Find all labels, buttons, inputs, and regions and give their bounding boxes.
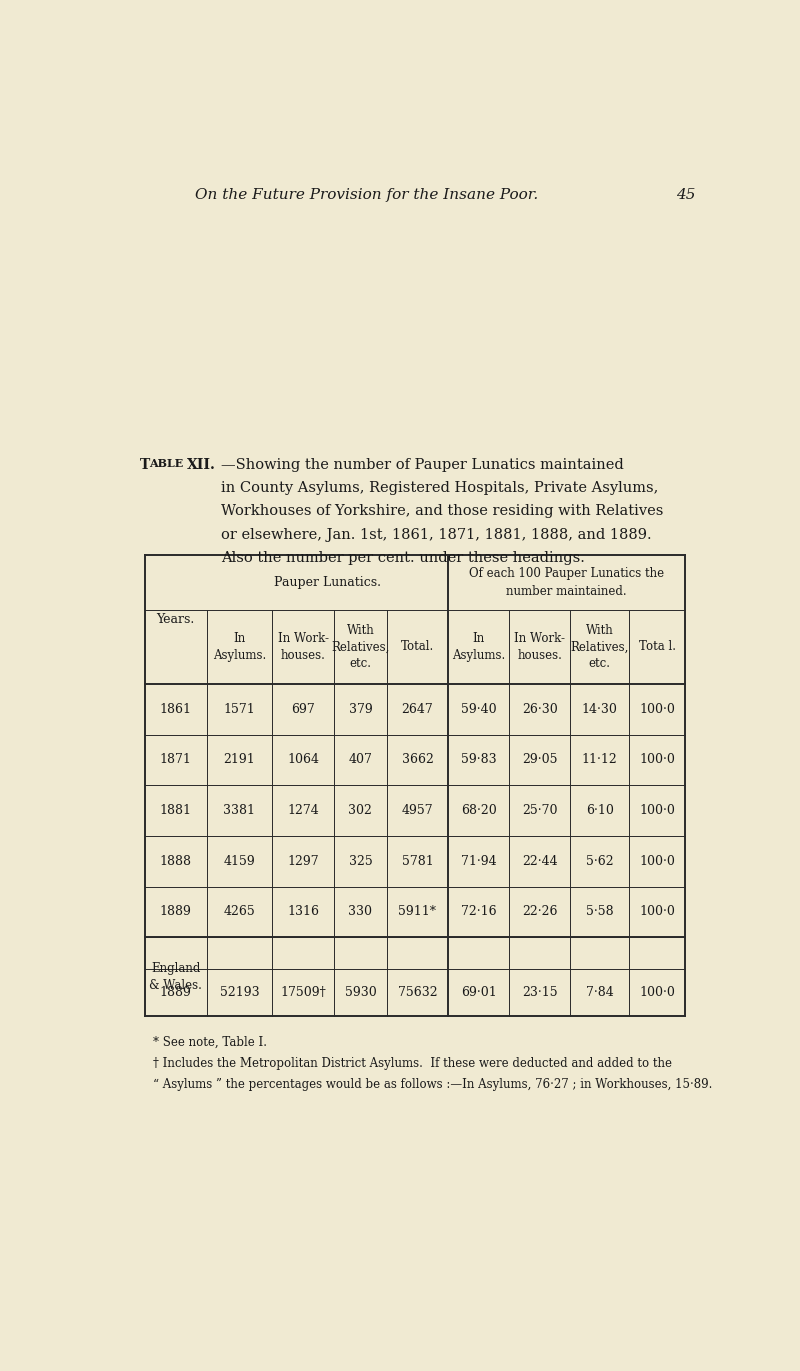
- Text: 1274: 1274: [287, 803, 319, 817]
- Text: 17509†: 17509†: [280, 986, 326, 999]
- Text: With
Relatives,
etc.: With Relatives, etc.: [331, 624, 390, 670]
- Text: 3381: 3381: [223, 803, 255, 817]
- Text: “ Asylums ” the percentages would be as follows :—In Asylums, 76·27 ; in Workhou: “ Asylums ” the percentages would be as …: [153, 1078, 712, 1091]
- Text: 1064: 1064: [287, 754, 319, 766]
- Text: 26·30: 26·30: [522, 703, 558, 716]
- Text: 68·20: 68·20: [461, 803, 496, 817]
- Text: * See note, Table I.: * See note, Table I.: [153, 1035, 266, 1049]
- Text: 100·0: 100·0: [639, 905, 675, 919]
- Text: ABLE: ABLE: [149, 458, 183, 469]
- Text: Tota l.: Tota l.: [639, 640, 676, 654]
- Text: In
Asylums.: In Asylums.: [213, 632, 266, 662]
- Text: 1888: 1888: [160, 854, 192, 868]
- Text: 330: 330: [349, 905, 373, 919]
- Text: 5930: 5930: [345, 986, 376, 999]
- Text: T: T: [140, 458, 150, 472]
- Text: 407: 407: [349, 754, 372, 766]
- Text: † Includes the Metropolitan District Asylums.  If these were deducted and added : † Includes the Metropolitan District Asy…: [153, 1057, 672, 1069]
- Text: 325: 325: [349, 854, 372, 868]
- Text: 22·44: 22·44: [522, 854, 558, 868]
- Text: or elsewhere, Jan. 1st, 1861, 1871, 1881, 1888, and 1889.: or elsewhere, Jan. 1st, 1861, 1871, 1881…: [221, 528, 651, 542]
- Text: Workhouses of Yorkshire, and those residing with Relatives: Workhouses of Yorkshire, and those resid…: [221, 505, 663, 518]
- Text: 4265: 4265: [224, 905, 255, 919]
- Text: 71·94: 71·94: [461, 854, 496, 868]
- Text: 5781: 5781: [402, 854, 434, 868]
- Text: 1881: 1881: [160, 803, 192, 817]
- Text: 22·26: 22·26: [522, 905, 558, 919]
- Text: 14·30: 14·30: [582, 703, 618, 716]
- Text: 29·05: 29·05: [522, 754, 558, 766]
- Text: 75632: 75632: [398, 986, 438, 999]
- Text: Of each 100 Pauper Lunatics the
number maintained.: Of each 100 Pauper Lunatics the number m…: [469, 568, 664, 598]
- Text: 1316: 1316: [287, 905, 319, 919]
- Text: 69·01: 69·01: [461, 986, 496, 999]
- Text: 1571: 1571: [224, 703, 255, 716]
- Text: 1889: 1889: [160, 986, 191, 999]
- Text: 11·12: 11·12: [582, 754, 618, 766]
- Text: In
Asylums.: In Asylums.: [452, 632, 505, 662]
- Text: 52193: 52193: [220, 986, 259, 999]
- Text: Years.: Years.: [157, 613, 194, 627]
- Text: 4159: 4159: [224, 854, 255, 868]
- Text: Total.: Total.: [401, 640, 434, 654]
- Text: 25·70: 25·70: [522, 803, 558, 817]
- Text: 3662: 3662: [402, 754, 434, 766]
- Text: 5911*: 5911*: [398, 905, 437, 919]
- Text: 1297: 1297: [287, 854, 319, 868]
- Text: 5·58: 5·58: [586, 905, 614, 919]
- Text: 23·15: 23·15: [522, 986, 558, 999]
- Text: 100·0: 100·0: [639, 703, 675, 716]
- Text: 2647: 2647: [402, 703, 434, 716]
- Text: 379: 379: [349, 703, 372, 716]
- Text: On the Future Provision for the Insane Poor.: On the Future Provision for the Insane P…: [195, 188, 538, 202]
- Text: Also the number per cent. under these headings.: Also the number per cent. under these he…: [221, 551, 585, 565]
- Text: 6·10: 6·10: [586, 803, 614, 817]
- Text: In Work-
houses.: In Work- houses.: [514, 632, 565, 662]
- Text: 100·0: 100·0: [639, 803, 675, 817]
- Text: 302: 302: [349, 803, 372, 817]
- Text: In Work-
houses.: In Work- houses.: [278, 632, 329, 662]
- Text: Pauper Lunatics.: Pauper Lunatics.: [274, 576, 381, 590]
- Text: With
Relatives,
etc.: With Relatives, etc.: [570, 624, 629, 670]
- Text: XII.: XII.: [187, 458, 216, 472]
- Text: 72·16: 72·16: [461, 905, 496, 919]
- Text: 1861: 1861: [160, 703, 192, 716]
- Text: 1871: 1871: [160, 754, 191, 766]
- Text: in County Asylums, Registered Hospitals, Private Asylums,: in County Asylums, Registered Hospitals,…: [221, 481, 658, 495]
- Text: 59·83: 59·83: [461, 754, 496, 766]
- Text: 45: 45: [676, 188, 695, 202]
- Text: —Showing the number of Pauper Lunatics maintained: —Showing the number of Pauper Lunatics m…: [221, 458, 624, 472]
- Text: 59·40: 59·40: [461, 703, 496, 716]
- Text: 697: 697: [291, 703, 315, 716]
- Text: 100·0: 100·0: [639, 986, 675, 999]
- Text: 1889: 1889: [160, 905, 191, 919]
- Text: 2191: 2191: [224, 754, 255, 766]
- Text: 7·84: 7·84: [586, 986, 614, 999]
- Text: England
& Wales.: England & Wales.: [150, 962, 202, 991]
- Text: 5·62: 5·62: [586, 854, 614, 868]
- Text: 4957: 4957: [402, 803, 434, 817]
- Text: 100·0: 100·0: [639, 754, 675, 766]
- Text: 100·0: 100·0: [639, 854, 675, 868]
